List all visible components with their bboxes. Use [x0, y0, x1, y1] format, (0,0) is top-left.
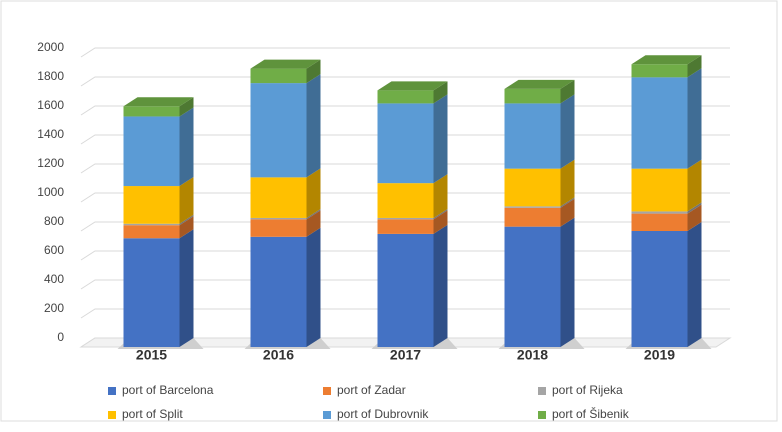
bar-side — [433, 208, 448, 220]
bar-side — [560, 94, 575, 169]
bar-segment — [504, 207, 561, 227]
bar-side — [687, 159, 702, 212]
y-tick-label: 800 — [44, 214, 64, 228]
bar-segment — [504, 103, 561, 169]
y-tick-label: 1200 — [37, 156, 64, 170]
bar-side — [560, 198, 575, 227]
bar-segment — [504, 206, 561, 208]
legend-label: port of Split — [122, 407, 183, 421]
bar-segment — [504, 168, 561, 207]
bar-segment — [377, 217, 434, 220]
bar-segment — [250, 217, 307, 220]
legend-label: port of Dubrovnik — [337, 407, 429, 421]
bar-segment — [250, 68, 307, 84]
bar-side — [306, 210, 321, 237]
bar-segment — [123, 223, 180, 226]
bar-top — [504, 79, 575, 89]
bar-side — [179, 177, 194, 224]
bar-side — [306, 208, 321, 220]
legend-swatch — [108, 411, 116, 419]
y-tick-label: 1600 — [37, 98, 64, 112]
legend-swatch — [538, 387, 546, 395]
x-tick-label: 2018 — [517, 347, 548, 363]
x-tick-label: 2015 — [136, 347, 167, 363]
bar-side — [179, 216, 194, 239]
legend-label: port of Rijeka — [552, 383, 623, 397]
y-tick-label: 1800 — [37, 69, 64, 83]
bar-side — [179, 214, 194, 226]
bar-segment — [631, 64, 688, 78]
legend-swatch — [323, 387, 331, 395]
bar-side — [306, 59, 321, 84]
bar-segment — [504, 226, 561, 347]
bar-side — [687, 68, 702, 169]
bar-top — [123, 97, 194, 107]
bar-segment — [123, 106, 180, 117]
bar-segment — [631, 213, 688, 231]
bar-side — [687, 202, 702, 214]
bar-top — [250, 59, 321, 69]
grid-line — [80, 76, 730, 87]
bar-segment — [123, 186, 180, 224]
legend-swatch — [323, 411, 331, 419]
bar-segment — [123, 116, 180, 187]
bar-segment — [631, 168, 688, 212]
x-tick-label: 2017 — [390, 347, 421, 363]
bar-side — [433, 81, 448, 104]
grid-line — [80, 47, 730, 58]
bar-side — [179, 107, 194, 187]
y-tick-label: 400 — [44, 272, 64, 286]
x-tick-label: 2016 — [263, 347, 294, 363]
bar-side — [560, 79, 575, 104]
bar-side — [306, 168, 321, 218]
bar-segment — [504, 88, 561, 104]
bar-segment — [250, 219, 307, 237]
bar-segment — [631, 77, 688, 169]
bar-side — [433, 94, 448, 184]
legend-swatch — [538, 411, 546, 419]
legend-swatch — [108, 387, 116, 395]
y-tick-label: 1400 — [37, 127, 64, 141]
bar-top — [377, 81, 448, 91]
legend-label: port of Barcelona — [122, 383, 214, 397]
bar-segment — [377, 90, 434, 104]
bar-segment — [250, 236, 307, 347]
bar-side — [687, 204, 702, 231]
bar-segment — [250, 83, 307, 178]
bar-side — [433, 224, 448, 347]
y-tick-label: 600 — [44, 243, 64, 257]
bar-side — [560, 159, 575, 207]
y-tick-label: 2000 — [37, 40, 64, 54]
legend-label: port of Zadar — [337, 383, 406, 397]
y-tick-label: 1000 — [37, 185, 64, 199]
bar-side — [179, 229, 194, 347]
bar-side — [179, 97, 194, 117]
bar-side — [306, 74, 321, 178]
bar-segment — [123, 225, 180, 239]
y-tick-label: 0 — [57, 330, 64, 344]
bar-side — [687, 222, 702, 347]
x-tick-label: 2019 — [644, 347, 675, 363]
bar-segment — [377, 219, 434, 234]
bar-side — [560, 217, 575, 347]
bar-side — [560, 197, 575, 208]
bar-segment — [377, 233, 434, 347]
chart-frame — [0, 0, 778, 422]
bar-side — [687, 55, 702, 78]
bar-segment — [377, 103, 434, 184]
bar-side — [433, 174, 448, 218]
bar-segment — [123, 238, 180, 347]
legend-label: port of Šibenik — [552, 406, 630, 421]
bar-side — [433, 210, 448, 234]
bar-top — [631, 55, 702, 65]
bar-segment — [631, 211, 688, 214]
y-tick-label: 200 — [44, 301, 64, 315]
bar-segment — [631, 231, 688, 347]
bar-segment — [377, 183, 434, 218]
bar-segment — [250, 177, 307, 218]
bar-side — [306, 227, 321, 347]
